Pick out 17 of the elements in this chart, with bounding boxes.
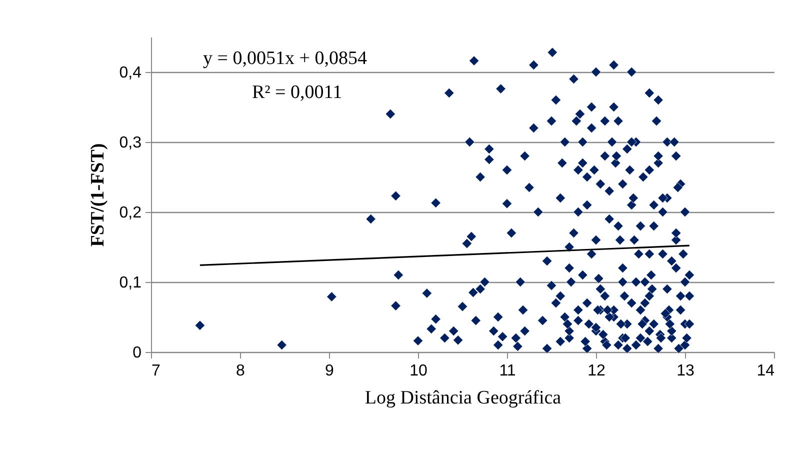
annotation: y = 0,0051x + 0,0854 (203, 48, 368, 69)
y-tick-label: 0,4 (119, 64, 142, 82)
annotation: R² = 0,0011 (252, 82, 342, 103)
x-tick-label: 7 (152, 362, 160, 380)
x-tick-label: 13 (676, 362, 694, 380)
y-tick-label: 0 (132, 344, 142, 362)
y-axis-title: FST/(1-FST) (87, 143, 108, 247)
x-tick-label: 8 (236, 362, 246, 380)
y-tick-label: 0,1 (119, 274, 142, 292)
x-tick-label: 10 (410, 362, 428, 380)
x-axis-title: Log Distância Geográfica (364, 388, 562, 408)
x-tick-label: 14 (756, 362, 775, 380)
y-tick-label: 0,3 (119, 134, 142, 152)
y-tick-label: 0,2 (119, 204, 142, 222)
x-tick-label: 11 (499, 362, 516, 380)
x-tick-label: 9 (325, 362, 334, 380)
x-tick-label: 12 (588, 362, 606, 380)
